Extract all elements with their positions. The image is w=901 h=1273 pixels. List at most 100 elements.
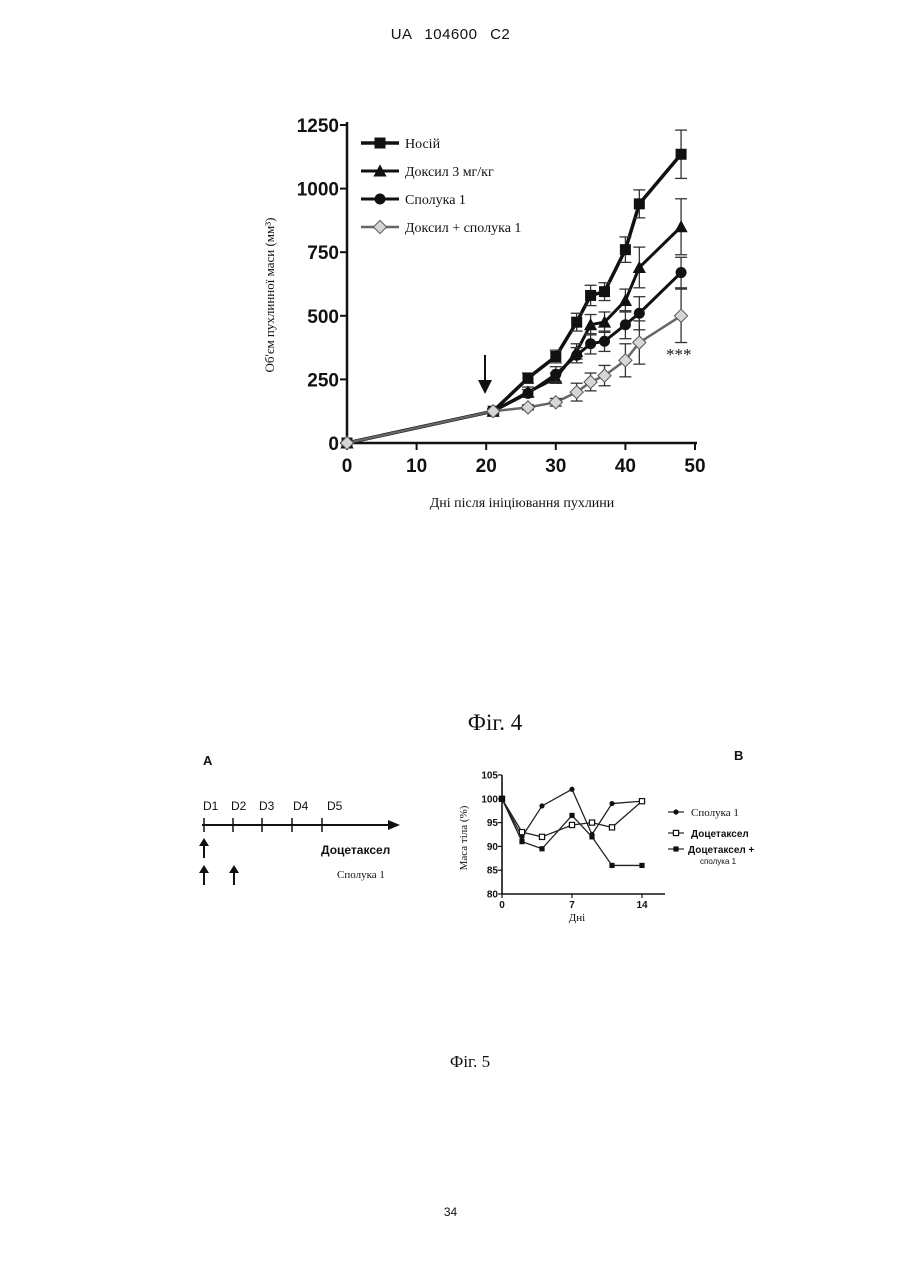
fig5b-data-point xyxy=(539,834,544,839)
fig4-legend-label: Сполука 1 xyxy=(405,193,466,208)
fig4-data-point xyxy=(620,244,631,255)
fig4-x-tick-label: 40 xyxy=(615,456,636,477)
page-number: 34 xyxy=(0,1205,901,1219)
fig5b-x-tick-label: 14 xyxy=(636,900,648,911)
fig5b-data-point xyxy=(639,863,644,868)
fig5b-data-point xyxy=(589,820,594,825)
fig4-data-point xyxy=(585,338,596,349)
fig5b-y-tick-label: 85 xyxy=(487,866,499,877)
fig4-x-tick-label: 20 xyxy=(476,456,497,477)
fig5b-y-axis-label: Маса тіла (%) xyxy=(458,805,470,870)
fig5b-x-axis-label: Дні xyxy=(569,912,585,924)
fig5b-data-point xyxy=(519,839,524,844)
fig4-data-point xyxy=(676,267,687,278)
fig4-significance-label: *** xyxy=(666,345,692,364)
fig4-y-tick-label: 1250 xyxy=(297,116,339,137)
fig5b-data-point xyxy=(519,830,524,835)
fig4-legend-marker xyxy=(373,220,386,233)
fig4-x-tick-label: 0 xyxy=(342,456,353,477)
fig4-data-point xyxy=(674,309,687,322)
fig4-data-point xyxy=(522,388,533,399)
fig5b-legend-marker xyxy=(673,846,678,851)
fig5b-y-tick-label: 90 xyxy=(487,842,499,853)
fig5b-y-tick-label: 100 xyxy=(481,794,498,805)
fig4-data-point xyxy=(634,198,645,209)
fig4-data-point xyxy=(676,149,687,160)
fig5b-x-tick-label: 7 xyxy=(569,900,575,911)
fig5b-y-tick-label: 80 xyxy=(487,890,499,901)
fig5b-data-point xyxy=(639,799,644,804)
fig4-data-point xyxy=(521,401,534,414)
fig5a-day-label: D2 xyxy=(231,799,247,813)
fig5b-data-point xyxy=(609,825,614,830)
fig4-x-tick-label: 10 xyxy=(406,456,427,477)
figure-5-caption: Фіг. 5 xyxy=(0,1052,901,1072)
fig5b-legend-label: Доцетаксел xyxy=(691,829,749,840)
fig4-data-point xyxy=(549,396,562,409)
fig5a-drug-label: Сполука 1 xyxy=(337,869,385,881)
fig4-data-point xyxy=(550,351,561,362)
compound-dose-arrow-icon xyxy=(199,865,209,885)
fig5a-day-label: D3 xyxy=(259,799,275,813)
fig4-y-tick-label: 1000 xyxy=(297,180,339,201)
fig5b-data-point xyxy=(539,803,544,808)
fig4-legend-marker xyxy=(375,194,386,205)
fig4-x-tick-label: 30 xyxy=(545,456,566,477)
docetaxel-dose-arrow-icon xyxy=(199,838,209,858)
fig5a-panel-label: A xyxy=(203,753,213,768)
fig4-series-line xyxy=(347,227,681,443)
fig4-data-point xyxy=(571,350,582,361)
fig5b-series xyxy=(499,787,644,868)
fig4-data-point xyxy=(550,369,561,380)
fig4-data-point xyxy=(599,286,610,297)
fig5b-legend-marker xyxy=(673,809,678,814)
fig5b-y-tick-label: 95 xyxy=(487,818,499,829)
fig5b-legend-label: Доцетаксел + xyxy=(688,845,755,856)
fig4-series-line xyxy=(347,316,681,443)
fig5b-data-point xyxy=(609,863,614,868)
fig4-data-point xyxy=(634,308,645,319)
fig4-x-tick-label: 50 xyxy=(684,456,705,477)
fig5b-data-point xyxy=(499,796,504,801)
fig5a-day-label: D1 xyxy=(203,799,219,813)
fig4-series xyxy=(340,130,687,450)
fig5b-panel-label: B xyxy=(734,748,743,763)
fig4-data-point xyxy=(619,294,632,306)
fig5a-timeline xyxy=(202,818,400,832)
treatment-start-arrow-icon xyxy=(478,355,492,394)
fig5b-data-point xyxy=(569,813,574,818)
fig5b-legend-label: Сполука 1 xyxy=(691,807,739,819)
fig5b-data-point xyxy=(569,822,574,827)
fig4-legend-label: Доксил 3 мг/кг xyxy=(405,165,494,180)
fig5b-data-point xyxy=(609,801,614,806)
fig4-y-tick-label: 500 xyxy=(307,307,339,328)
fig5a-drug-label: Доцетаксел xyxy=(321,843,390,857)
fig4-legend-label: Носій xyxy=(405,137,441,152)
fig4-legend-label: Доксил + сполука 1 xyxy=(405,221,521,236)
fig4-data-point xyxy=(620,319,631,330)
fig4-data-point xyxy=(599,336,610,347)
figure-4-caption: Фіг. 4 xyxy=(0,710,901,736)
fig5b-data-point xyxy=(539,846,544,851)
compound-dose-arrow-icon xyxy=(229,865,239,885)
fig4-x-axis-label: Дні після ініціювання пухлини xyxy=(430,496,615,511)
fig4-data-point xyxy=(585,290,596,301)
fig5b-legend-marker xyxy=(673,830,678,835)
fig4-legend: Носій Доксил 3 мг/кг Сполука 1 Доксил + спо… xyxy=(361,137,521,236)
fig4-data-point xyxy=(674,220,687,232)
fig4-data-point xyxy=(522,373,533,384)
fig5b-data-point xyxy=(589,834,594,839)
fig5b-x-tick-label: 0 xyxy=(499,900,505,911)
fig4-data-point xyxy=(571,317,582,328)
fig4-y-axis-label: Об'єм пухлинної маси (мм³) xyxy=(262,218,277,373)
fig4-y-tick-label: 750 xyxy=(307,243,339,264)
fig4-legend-marker xyxy=(375,138,386,149)
fig4-y-tick-label: 0 xyxy=(328,434,339,455)
fig4-series-line xyxy=(347,273,681,443)
fig5b-data-point xyxy=(569,787,574,792)
fig5a-day-label: D4 xyxy=(293,799,309,813)
fig4-y-tick-label: 250 xyxy=(307,370,339,391)
fig5b-legend-label: сполука 1 xyxy=(700,857,737,866)
fig5b-y-tick-label: 105 xyxy=(481,771,498,782)
fig5b-legend: Сполука 1 Доцетаксел Доцетаксел +сполука 1 xyxy=(668,807,755,866)
